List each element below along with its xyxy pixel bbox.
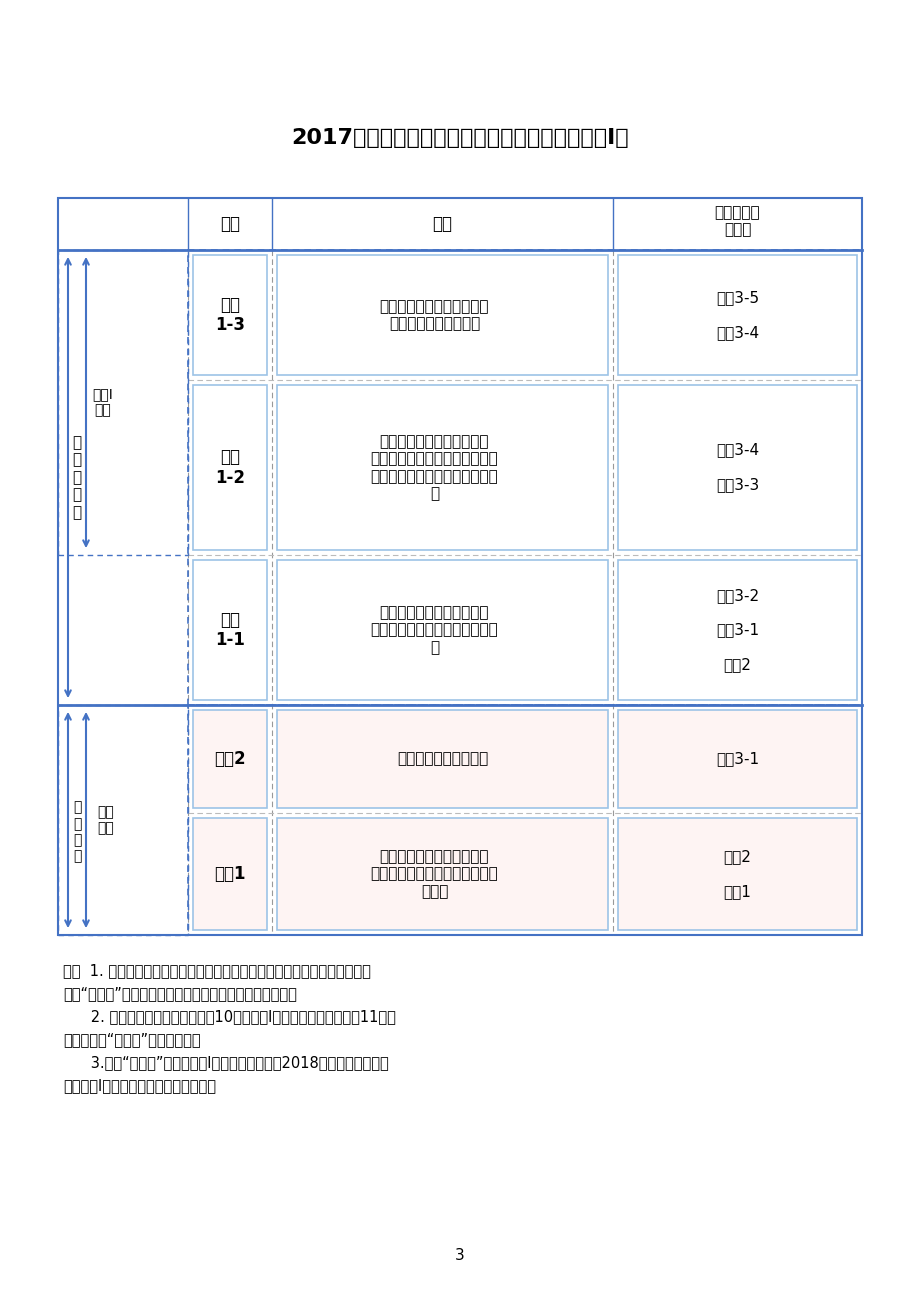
Text: 选修3-4

选修3-3: 选修3-4 选修3-3	[715, 443, 758, 492]
Text: 必修1: 必修1	[214, 865, 245, 883]
Bar	[277, 560, 607, 700]
Text: 选修3-1: 选修3-1	[715, 751, 758, 767]
Text: 3.若与“修订版”配套的选修Ⅰ系列课程的教科晨2018年秋季出版，则建: 3.若与“修订版”配套的选修Ⅰ系列课程的教科晨2018年秋季出版，则建	[62, 1055, 389, 1070]
Text: 2017年高一新生高中物理课程结构（必修和选修Ⅰ）: 2017年高一新生高中物理课程结构（必修和选修Ⅰ）	[291, 128, 628, 148]
Bar	[193, 560, 267, 700]
Text: 固体、液体和气体，热力学
定律，能源与可持续发展，机械
振动与机械波，电磁振荡与电磁
波: 固体、液体和气体，热力学 定律，能源与可持续发展，机械 振动与机械波，电磁振荡与…	[370, 434, 498, 501]
Bar	[277, 710, 607, 809]
Text: 机械运动与物理模型，相互
作用与运动定律，机械能及其守
恒定律: 机械运动与物理模型，相互 作用与运动定律，机械能及其守 恒定律	[370, 849, 498, 898]
Text: 选修Ⅰ
课程: 选修Ⅰ 课程	[93, 388, 113, 418]
Text: 选修3-2

选修3-1

必修2: 选修3-2 选修3-1 必修2	[715, 587, 758, 672]
Text: 模块: 模块	[220, 215, 240, 233]
Bar	[277, 385, 607, 549]
Bar	[193, 385, 267, 549]
Text: 光及其应用，动量与动量守
恒定律，原子与原子核: 光及其应用，动量与动量守 恒定律，原子与原子核	[380, 298, 489, 331]
Text: 3: 3	[455, 1247, 464, 1263]
Text: 必修2: 必修2	[214, 750, 245, 768]
Text: 选修
1-3: 选修 1-3	[215, 296, 244, 335]
Text: 选
拔
性
考
试: 选 拔 性 考 试	[73, 435, 82, 519]
Bar	[193, 710, 267, 809]
Bar	[187, 704, 861, 935]
Bar	[618, 560, 857, 700]
Text: 毕
业
考
试: 毕 业 考 试	[73, 801, 81, 863]
Text: 主题: 主题	[432, 215, 452, 233]
Bar	[58, 198, 861, 935]
Bar	[277, 255, 607, 375]
Text: 静电场，电路及其应用: 静电场，电路及其应用	[396, 751, 488, 767]
Bar	[618, 255, 857, 375]
Text: 简称“修订版”）的模块内容，但有些主题的位置有所移动。: 简称“修订版”）的模块内容，但有些主题的位置有所移动。	[62, 986, 297, 1001]
Text: 必修
课程: 必修 课程	[97, 805, 114, 835]
Text: 原教科书中
的模块: 原教科书中 的模块	[714, 204, 759, 237]
Text: 必修2

必修1: 必修2 必修1	[722, 849, 751, 898]
Bar	[618, 710, 857, 809]
Text: 2. 必修课程中有学生必做实验10项，选修Ⅰ课程中有学生必做实验11项，: 2. 必修课程中有学生必做实验10项，选修Ⅰ课程中有学生必做实验11项，	[62, 1009, 395, 1023]
Text: 曲线运动与万有引力定律，
磁场，电磁感应及其应用，传感
器: 曲线运动与万有引力定律， 磁场，电磁感应及其应用，传感 器	[370, 605, 498, 655]
Bar	[277, 818, 607, 930]
Bar	[193, 818, 267, 930]
Bar	[58, 704, 187, 935]
Bar	[618, 818, 857, 930]
Text: 注：  1. 上图中每个模块的主题源于《普通高中物理课程标准修订版》（以下: 注： 1. 上图中每个模块的主题源于《普通高中物理课程标准修订版》（以下	[62, 963, 370, 978]
Text: 议在选修Ⅰ课程的教学中使用新教科书。: 议在选修Ⅰ课程的教学中使用新教科书。	[62, 1078, 216, 1092]
Bar	[193, 255, 267, 375]
Bar	[618, 385, 857, 549]
Text: 具体内容与“修订版”的规定相同。: 具体内容与“修订版”的规定相同。	[62, 1032, 200, 1047]
Text: 选修
1-2: 选修 1-2	[215, 448, 244, 487]
Text: 选修3-5

选修3-4: 选修3-5 选修3-4	[715, 290, 758, 340]
Bar	[187, 250, 861, 704]
Bar	[58, 250, 187, 555]
Text: 选修
1-1: 选修 1-1	[215, 611, 244, 650]
